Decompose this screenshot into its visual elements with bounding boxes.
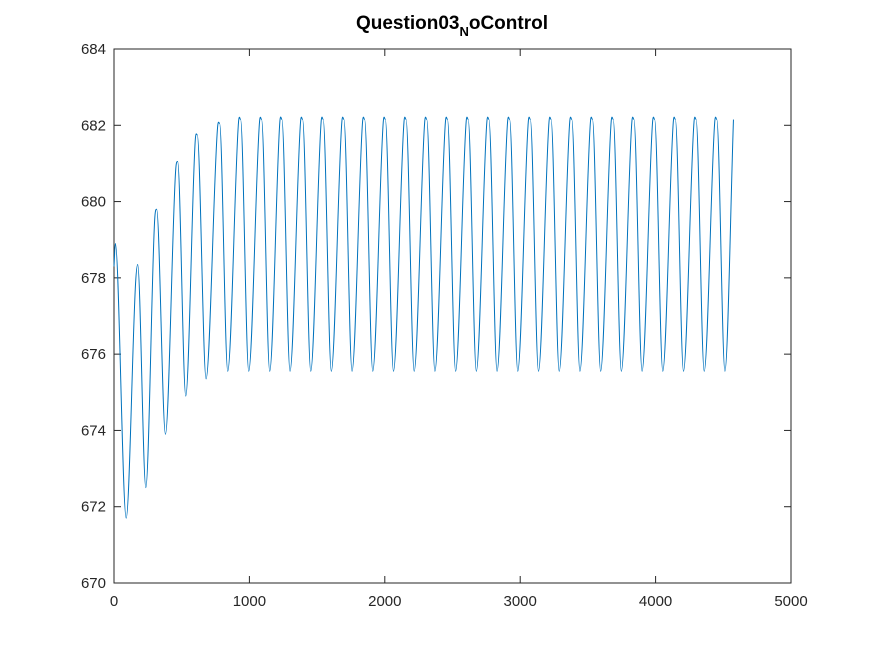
x-tick-label: 4000 bbox=[639, 593, 672, 610]
y-tick-label: 676 bbox=[81, 346, 106, 363]
x-tick-label: 5000 bbox=[774, 593, 807, 610]
chart-title-suffix: oControl bbox=[469, 13, 548, 34]
y-tick-label: 674 bbox=[81, 422, 106, 439]
chart-title-prefix: Question03 bbox=[356, 13, 459, 34]
axis-ticks bbox=[113, 48, 792, 584]
y-tick-label: 682 bbox=[81, 117, 106, 134]
x-axis-tick-labels: 0 1000 2000 3000 4000 5000 bbox=[110, 593, 808, 610]
x-tick-label: 3000 bbox=[504, 593, 537, 610]
chart-title: Question03NoControl bbox=[356, 13, 548, 39]
y-tick-label: 684 bbox=[81, 41, 106, 58]
x-tick-label: 1000 bbox=[233, 593, 266, 610]
chart-title-subscript: N bbox=[459, 24, 468, 39]
y-tick-label: 670 bbox=[81, 575, 106, 592]
plot-area-frame bbox=[113, 48, 792, 584]
series-line bbox=[113, 116, 734, 519]
y-axis-tick-labels: 670 672 674 676 678 680 682 684 bbox=[81, 41, 106, 592]
y-tick-label: 680 bbox=[81, 194, 106, 211]
x-tick-label: 0 bbox=[110, 593, 118, 610]
x-tick-label: 2000 bbox=[368, 593, 401, 610]
y-tick-label: 678 bbox=[81, 270, 106, 287]
y-tick-label: 672 bbox=[81, 499, 106, 516]
